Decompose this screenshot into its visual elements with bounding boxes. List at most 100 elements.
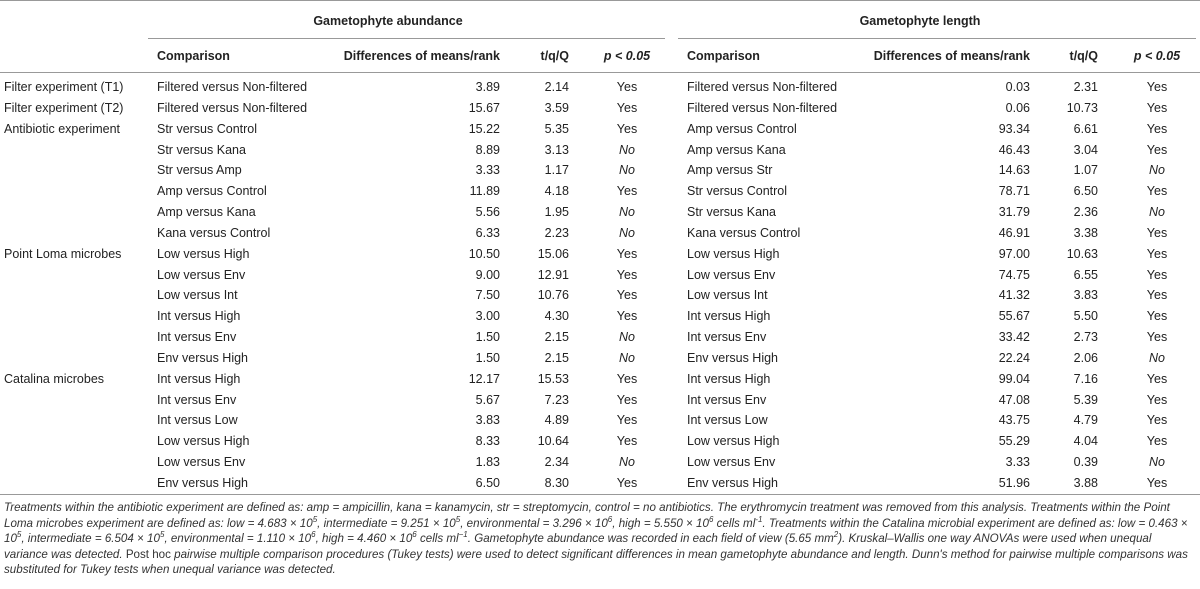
cell: 5.56 <box>475 205 500 220</box>
cell: Low versus Env <box>687 267 776 282</box>
cell: 15.53 <box>537 371 569 386</box>
cell: 6.55 <box>1073 267 1098 282</box>
cell: 78.71 <box>998 184 1030 199</box>
cell: Str versus Control <box>157 121 258 136</box>
row-label: Catalina microbes <box>4 371 105 386</box>
cell: Int versus Env <box>157 330 237 345</box>
cell: Yes <box>616 80 638 94</box>
cell: 0.03 <box>1005 80 1030 94</box>
cell: No <box>1149 455 1165 470</box>
cell: 11.89 <box>469 184 500 199</box>
cell: 12.17 <box>468 371 500 386</box>
cell: Low versus Env <box>157 267 246 282</box>
cell: Yes <box>1146 392 1168 407</box>
cell: 47.08 <box>998 392 1030 407</box>
cell: No <box>1149 205 1165 220</box>
cell: 2.34 <box>544 455 569 470</box>
cell: 10.76 <box>537 288 569 303</box>
cell: Int versus High <box>157 371 241 386</box>
cell: 41.32 <box>998 288 1030 303</box>
cell: 4.18 <box>544 184 569 199</box>
cell: Yes <box>1146 142 1168 157</box>
cell: Env versus High <box>157 350 249 365</box>
cell: Int versus High <box>157 309 241 324</box>
cell: 3.04 <box>1073 142 1098 157</box>
cell: Amp versus Kana <box>157 205 256 220</box>
cell: Str versus Kana <box>687 205 776 220</box>
cell: 3.59 <box>544 100 569 115</box>
footnote-text: . Treatments within the Catalina microbi… <box>4 516 1188 546</box>
cell: No <box>619 330 635 345</box>
cell: Yes <box>1146 80 1168 94</box>
cell: 3.33 <box>1005 455 1030 470</box>
cell: 14.63 <box>998 163 1030 178</box>
cell: 8.33 <box>475 434 500 449</box>
cell: Kana versus Control <box>157 225 271 240</box>
cell: No <box>619 455 635 470</box>
footnote-text: , high = 4.460 × 10 <box>315 532 413 546</box>
cell: Yes <box>616 184 638 199</box>
cell: 3.13 <box>544 142 569 157</box>
footnote-text: 2 <box>833 530 839 540</box>
cell: 6.61 <box>1073 121 1098 136</box>
footnote-text: 5 <box>455 514 461 524</box>
cell: 3.00 <box>475 309 500 324</box>
cell: 2.23 <box>544 225 569 240</box>
cell: 3.89 <box>475 80 500 94</box>
cell: Str versus Amp <box>157 163 242 178</box>
cell: Yes <box>616 246 638 261</box>
cell: Yes <box>1146 309 1168 324</box>
cell: 3.83 <box>1073 288 1098 303</box>
cell: 5.67 <box>475 392 500 407</box>
cell: Yes <box>616 121 638 136</box>
footnote-text: , intermediate = 9.251 × 10 <box>317 516 456 530</box>
cell: Amp versus Control <box>687 121 797 136</box>
cell: 3.88 <box>1073 475 1098 490</box>
cell: Low versus Int <box>157 288 238 303</box>
cell: 2.73 <box>1073 330 1098 345</box>
column-header: Differences of means/rank <box>873 49 1030 63</box>
footnote-text: 6 <box>708 514 714 524</box>
cell: Low versus High <box>157 246 250 261</box>
cell: 51.96 <box>998 475 1030 490</box>
cell: No <box>1149 163 1165 178</box>
cell: 2.31 <box>1073 80 1098 94</box>
group-header: Gametophyte abundance <box>313 14 463 28</box>
cell: 3.33 <box>475 163 500 178</box>
cell: 55.29 <box>998 434 1030 449</box>
cell: Yes <box>1146 184 1168 199</box>
cell: Yes <box>1146 371 1168 386</box>
cell: Yes <box>616 100 638 115</box>
column-header: Comparison <box>157 49 230 63</box>
cell: Kana versus Control <box>687 225 801 240</box>
cell: Env versus High <box>687 475 779 490</box>
cell: 2.15 <box>544 350 569 365</box>
cell: Yes <box>1146 121 1168 136</box>
footnote-text: cells ml <box>713 516 756 530</box>
footnote-text: 5 <box>312 514 318 524</box>
cell: 55.67 <box>998 309 1030 324</box>
footnote-text: 5 <box>159 530 165 540</box>
cell: Int versus High <box>687 371 771 386</box>
cell: No <box>619 350 635 365</box>
cell: 0.39 <box>1073 455 1098 470</box>
cell: Yes <box>1146 475 1168 490</box>
cell: Low versus Env <box>687 455 776 470</box>
cell: Yes <box>1146 288 1168 303</box>
cell: 3.83 <box>475 413 500 428</box>
cell: Int versus Env <box>687 392 767 407</box>
cell: Yes <box>616 371 638 386</box>
rule <box>678 38 1196 39</box>
cell: Yes <box>1146 434 1168 449</box>
cell: 4.04 <box>1073 434 1098 449</box>
cell: 1.83 <box>475 455 500 470</box>
footnote-text: 6 <box>607 514 613 524</box>
cell: 46.91 <box>998 225 1030 240</box>
cell: Low versus High <box>157 434 250 449</box>
footnote-text: , intermediate = 6.504 × 10 <box>21 532 160 546</box>
cell: Env versus High <box>157 475 249 490</box>
cell: 5.50 <box>1073 309 1098 324</box>
cell: 43.75 <box>998 413 1030 428</box>
footnote: Treatments within the antibiotic experim… <box>4 500 1196 578</box>
cell: Env versus High <box>687 350 779 365</box>
